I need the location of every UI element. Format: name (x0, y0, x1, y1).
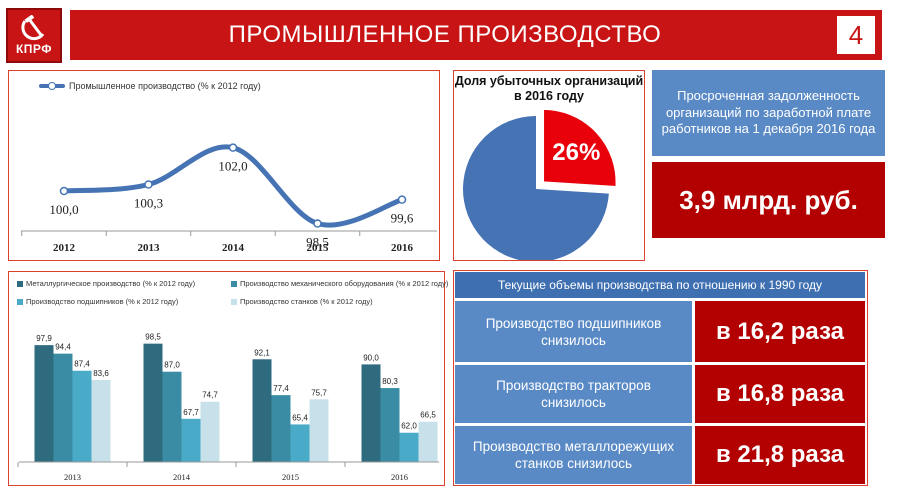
bar (91, 380, 111, 462)
bar-value-label: 97,9 (36, 334, 52, 343)
line-point (144, 180, 153, 189)
pie-slice-label: 26% (552, 139, 600, 166)
bar-value-label: 67,7 (183, 408, 199, 417)
line-value-label: 102,0 (218, 159, 247, 174)
bar (143, 343, 163, 462)
bar-x-tick-label: 2016 (391, 472, 408, 482)
bar (399, 432, 419, 462)
bar-legend-label: Производство станков (% к 2012 году) (240, 297, 373, 306)
row-value-tractors: в 16,8 раза (695, 365, 865, 423)
bar-legend-item: Производство станков (% к 2012 году) (231, 297, 373, 306)
loss-making-share-chart: Доля убыточных организаций в 2016 году 2… (453, 70, 645, 261)
bar-x-tick-label: 2013 (64, 472, 81, 482)
line-point (228, 143, 238, 152)
legend-swatch (231, 280, 237, 287)
bar (309, 399, 329, 462)
page-number: 4 (836, 15, 876, 55)
line-value-label: 98,5 (306, 235, 329, 250)
line-chart-svg: 100,0 100,3 102,0 98,5 99,6 2012 2013 2014 2015 2… (21, 143, 437, 254)
logo-text: КПРФ (15, 42, 53, 56)
bar-value-label: 87,0 (164, 361, 180, 370)
bar-legend-label: Производство механического оборудования … (240, 279, 449, 288)
line-x-tick-label: 2013 (138, 242, 161, 254)
production-1990-header: Текущие объемы производства по отношению… (455, 272, 865, 298)
bar (53, 353, 73, 462)
line-chart-legend: Промышленное производство (% к 2012 году… (39, 81, 261, 91)
line-series-name: Промышленное производство (% к 2012 году… (69, 81, 261, 91)
bar (290, 424, 310, 462)
line-x-tick-label: 2012 (53, 242, 76, 254)
line-x-tick-label: 2016 (391, 242, 414, 254)
bar-x-tick-label: 2015 (282, 472, 299, 482)
bar-value-label: 65,4 (292, 413, 308, 422)
row-value-bearings: в 16,2 раза (695, 301, 865, 362)
kprf-logo: КПРФ (6, 8, 62, 63)
pie-chart-svg: 26% (463, 108, 617, 260)
bar-chart-svg: 97,994,487,483,6 2013 98,5 87,0 67,774,7 2014… (17, 333, 439, 482)
bar (361, 364, 381, 462)
line-x-tick-label: 2015 (307, 242, 330, 254)
bar (72, 370, 92, 462)
bar (162, 371, 182, 462)
bar (34, 345, 54, 462)
line-x-tick-label: 2014 (222, 242, 245, 254)
bar (181, 418, 201, 462)
bar (200, 401, 220, 462)
line-value-label: 100,3 (134, 196, 163, 211)
legend-swatch (231, 298, 237, 305)
bar-value-label: 92,1 (254, 348, 270, 357)
page-title: ПРОМЫШЛЕННОЕ ПРОИЗВОДСТВО (228, 21, 662, 48)
legend-line-marker (39, 82, 65, 90)
bar-value-label: 77,4 (273, 384, 289, 393)
line-point (313, 219, 322, 228)
industrial-production-chart: Промышленное производство (% к 2012 году… (8, 70, 440, 261)
bar-legend-item: Производство механического оборудования … (231, 279, 448, 288)
bar-value-label: 83,6 (93, 369, 109, 378)
row-label-tractors: Производство тракторов снизилось (455, 365, 692, 423)
bar-legend-item: Металлургическое производство (% к 2012 … (17, 279, 195, 288)
pie-chart-title: Доля убыточных организаций в 2016 году (454, 74, 644, 103)
bar-value-label: 90,0 (363, 353, 379, 362)
bar-x-tick-label: 2014 (173, 472, 191, 482)
bar-value-label: 74,7 (202, 391, 218, 400)
bar-legend-label: Производство подшипников (% к 2012 году) (26, 297, 179, 306)
bar-legend-item: Производство подшипников (% к 2012 году) (17, 297, 178, 306)
bar-value-label: 98,5 (145, 333, 161, 342)
bar-value-label: 66,5 (420, 411, 436, 420)
legend-swatch (17, 280, 23, 287)
bar-value-label: 62,0 (401, 422, 417, 431)
legend-swatch (17, 298, 23, 305)
bar (418, 421, 438, 462)
row-label-bearings: Производство подшипников снизилось (455, 301, 692, 362)
bar-value-label: 80,3 (382, 377, 398, 386)
wage-arrears-value: 3,9 млрд. руб. (652, 162, 885, 238)
line-value-label: 99,6 (391, 211, 414, 226)
bar (380, 388, 400, 462)
bar-legend-label: Металлургическое производство (% к 2012 … (26, 279, 196, 288)
pie-slice-main (463, 116, 609, 260)
row-value-machine-tools: в 21,8 раза (695, 426, 865, 484)
bar-value-label: 87,4 (74, 360, 90, 369)
pie-slice-highlight (542, 108, 617, 188)
title-bar: ПРОМЫШЛЕННОЕ ПРОИЗВОДСТВО 4 (70, 10, 882, 60)
row-label-machine-tools: Производство металлорежущих станков сниз… (455, 426, 692, 484)
bar-value-label: 75,7 (311, 388, 327, 397)
industry-bar-chart: Металлургическое производство (% к 2012 … (8, 271, 448, 486)
bar-value-label: 94,4 (55, 343, 71, 352)
wage-arrears-label: Просроченная задолженность организаций п… (652, 70, 885, 156)
bar (271, 395, 291, 462)
line-point (397, 195, 407, 204)
line-point (59, 186, 69, 196)
hammer-sickle-icon (21, 15, 45, 41)
line-value-label: 100,0 (49, 202, 78, 217)
bar (252, 359, 272, 462)
